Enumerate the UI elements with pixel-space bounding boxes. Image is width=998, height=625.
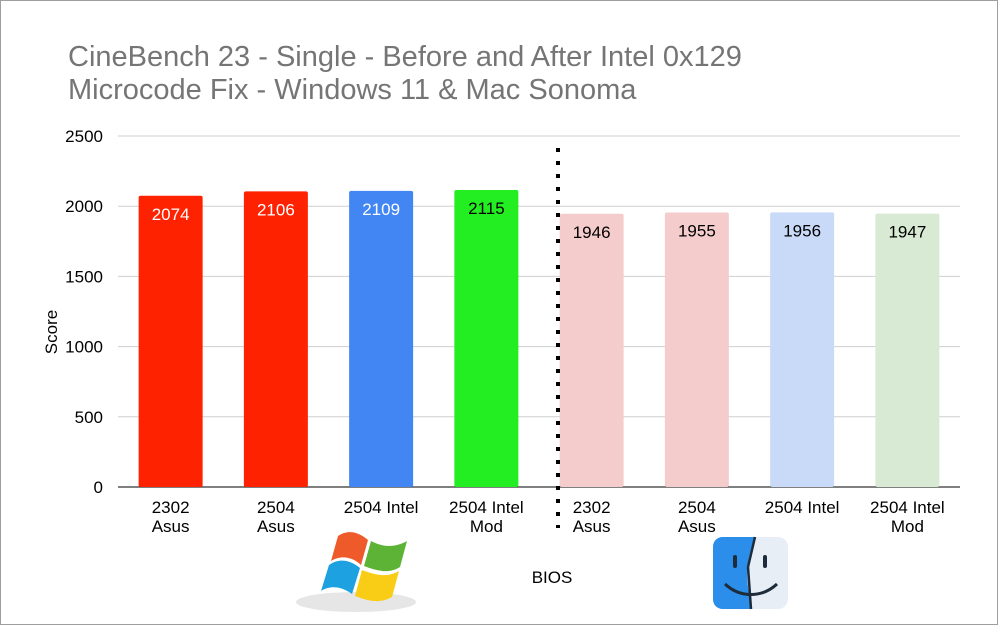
bar-value-label: 1956 xyxy=(783,221,821,240)
y-tick-labels: 0 500 1000 1500 2000 2500 xyxy=(65,127,103,497)
y-tick-label: 2500 xyxy=(65,127,103,146)
bar xyxy=(875,213,940,487)
bar-value-label: 2115 xyxy=(468,199,505,218)
y-tick-label: 0 xyxy=(94,478,103,497)
x-category-label: 2504 Intel xyxy=(765,498,840,517)
bar xyxy=(454,190,519,487)
bar xyxy=(138,195,203,487)
bar xyxy=(243,191,308,487)
bar xyxy=(664,212,729,487)
x-category-label: 2302 Asus xyxy=(573,498,611,536)
chart-title-line-2: Microcode Fix - Windows 11 & Mac Sonoma xyxy=(68,74,637,106)
bar-value-label: 2074 xyxy=(152,205,190,224)
x-category-label: 2504 Intel xyxy=(344,498,419,517)
y-axis-title: Score xyxy=(42,310,61,354)
bar-value-label: 1947 xyxy=(888,223,926,242)
y-tick-label: 2000 xyxy=(65,197,103,216)
x-category-label: 2504 Intel Mod xyxy=(870,498,945,536)
mac-finder-icon xyxy=(713,536,788,610)
bar xyxy=(559,213,624,487)
x-category-labels: 2302 Asus 2504 Asus 2504 Intel 2504 Intel Mod 2… xyxy=(152,498,945,536)
bar-value-label: 1955 xyxy=(678,222,716,241)
x-axis-title: BIOS xyxy=(532,568,573,587)
bar-value-label: 2109 xyxy=(362,200,400,219)
bar-value-label: 2106 xyxy=(257,200,295,219)
bars xyxy=(138,190,940,487)
x-category-label: 2302 Asus xyxy=(152,498,190,536)
y-tick-label: 500 xyxy=(75,408,103,427)
y-tick-label: 1000 xyxy=(65,338,103,357)
bar xyxy=(349,190,414,487)
bar-value-label: 1946 xyxy=(573,223,611,242)
bar-value-labels: 2074 2106 2109 2115 1946 1955 1956 1947 xyxy=(152,199,927,242)
y-tick-label: 1500 xyxy=(65,267,103,286)
x-category-label: 2504 Asus xyxy=(678,498,716,536)
chart-title-line-1: CineBench 23 - Single - Before and After… xyxy=(68,41,742,73)
bar xyxy=(770,212,835,487)
windows-logo-icon xyxy=(296,532,416,612)
x-category-label: 2504 Intel Mod xyxy=(449,498,524,536)
x-category-label: 2504 Asus xyxy=(257,498,295,536)
